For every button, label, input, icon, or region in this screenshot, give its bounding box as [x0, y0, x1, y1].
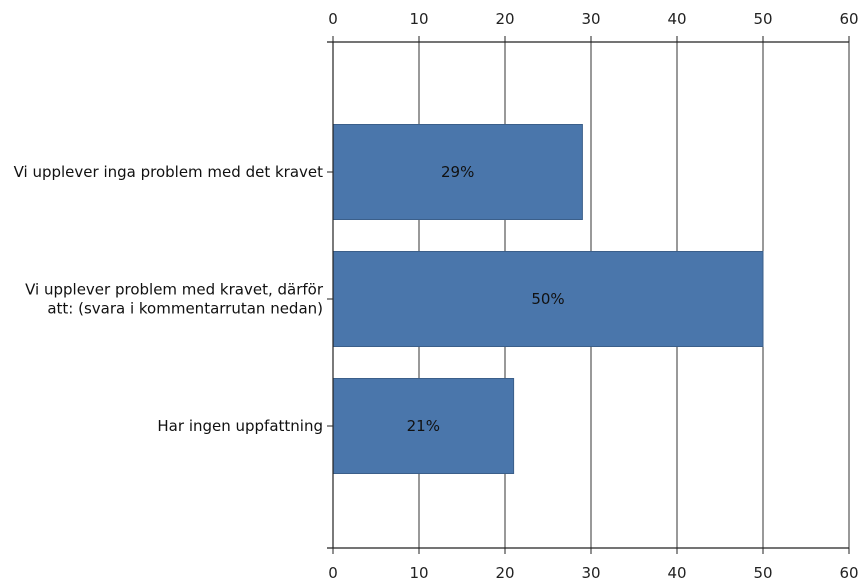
data-label-3: 21% [407, 417, 440, 435]
bottom-tick-label-40: 40 [667, 564, 686, 582]
category-label-2-line-2: att: (svara i kommentarrutan nedan) [47, 300, 323, 318]
bottom-tick-label-0: 0 [328, 564, 338, 582]
bottom-tick-label-20: 20 [495, 564, 514, 582]
data-label-2: 50% [531, 290, 564, 308]
top-tick-label-60: 60 [839, 10, 858, 28]
bottom-tick-label-30: 30 [581, 564, 600, 582]
bottom-tick-label-50: 50 [753, 564, 772, 582]
top-tick-label-30: 30 [581, 10, 600, 28]
top-tick-label-0: 0 [328, 10, 338, 28]
top-tick-label-10: 10 [409, 10, 428, 28]
bottom-tick-label-60: 60 [839, 564, 858, 582]
top-tick-label-40: 40 [667, 10, 686, 28]
data-label-1: 29% [441, 163, 474, 181]
bottom-tick-label-10: 10 [409, 564, 428, 582]
top-tick-label-20: 20 [495, 10, 514, 28]
category-label-1: Vi upplever inga problem med det kravet [14, 163, 324, 181]
category-label-2-line-1: Vi upplever problem med kravet, därför [25, 281, 324, 299]
category-label-3: Har ingen uppfattning [157, 417, 323, 435]
top-tick-label-50: 50 [753, 10, 772, 28]
